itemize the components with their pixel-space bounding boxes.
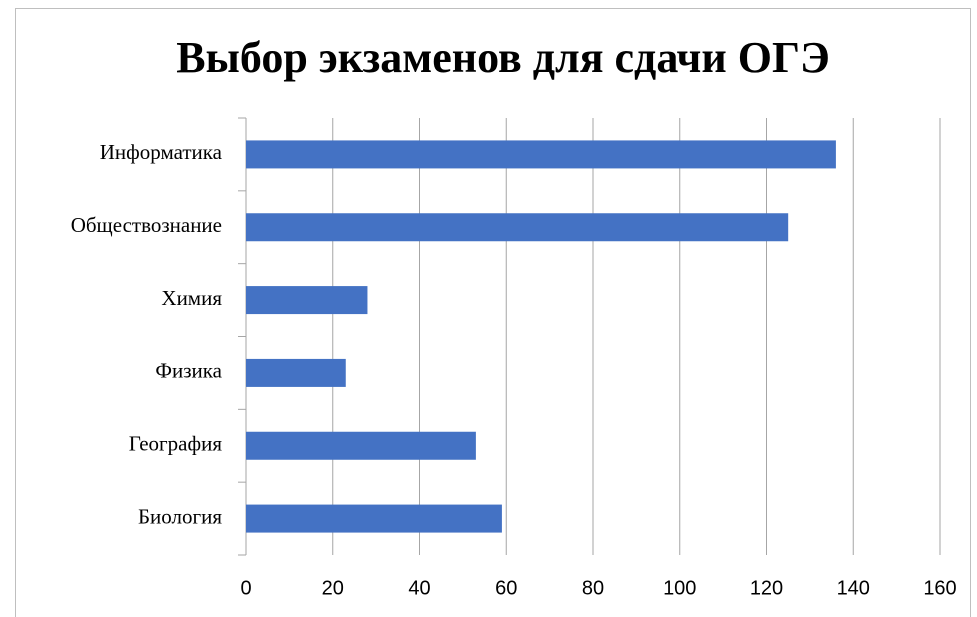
- x-tick-label: 80: [582, 577, 604, 599]
- bar: [246, 286, 368, 315]
- bar: [246, 358, 346, 387]
- y-tick-label: Биология: [138, 504, 222, 528]
- bar: [246, 431, 476, 460]
- x-tick-label: 160: [923, 577, 956, 599]
- x-tick-label: 120: [750, 577, 783, 599]
- bar: [246, 140, 836, 169]
- x-tick-label: 140: [837, 577, 870, 599]
- bar: [246, 504, 502, 533]
- chart-title: Выбор экзаменов для сдачи ОГЭ: [176, 33, 830, 82]
- bar: [246, 213, 789, 242]
- x-tick-label: 40: [408, 577, 430, 599]
- x-tick-label: 100: [663, 577, 696, 599]
- x-tick-label: 0: [240, 577, 251, 599]
- y-tick-label: География: [129, 432, 223, 456]
- x-tick-label: 20: [322, 577, 344, 599]
- x-tick-label: 60: [495, 577, 517, 599]
- y-tick-label: Информатика: [100, 140, 223, 164]
- y-tick-label: Химия: [161, 286, 222, 310]
- y-tick-label: Физика: [155, 359, 222, 383]
- y-tick-label: Обществознание: [71, 213, 222, 237]
